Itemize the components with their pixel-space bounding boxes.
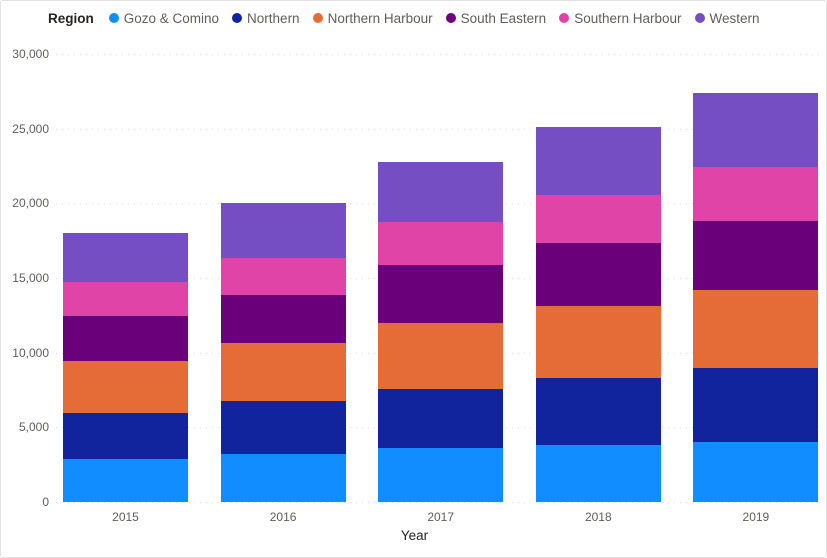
bar-segment-western-2017[interactable]: [378, 161, 504, 222]
legend-item-label: South Eastern: [460, 10, 547, 26]
bar-segment-northern-2017[interactable]: [378, 388, 504, 449]
bar-segment-south-eastern-2019[interactable]: [693, 220, 819, 290]
legend-item-label: Northern: [247, 10, 300, 26]
y-axis-tick-label: 15,000: [12, 271, 49, 285]
bar-segment-south-eastern-2015[interactable]: [63, 316, 188, 361]
x-axis-tick-label: 2018: [584, 510, 612, 524]
bar-segment-gozo-comino-2016[interactable]: [220, 454, 346, 502]
y-axis-tick-label: 5,000: [18, 420, 49, 435]
bar-segment-gozo-comino-2018[interactable]: [535, 444, 661, 502]
bar-segment-gozo-comino-2017[interactable]: [378, 448, 504, 502]
bar-segment-northern-2015[interactable]: [63, 413, 188, 460]
bar-2019: [693, 92, 819, 502]
legend-item-southern-harbour[interactable]: Southern Harbour: [559, 10, 682, 26]
legend-item-label: Southern Harbour: [574, 10, 682, 26]
bar-segment-northern-harbour-2017[interactable]: [378, 322, 504, 389]
bar-segment-southern-harbour-2017[interactable]: [378, 222, 504, 266]
bar-segment-western-2019[interactable]: [693, 92, 819, 167]
legend-dot-icon: [445, 13, 456, 23]
bar-segment-northern-2016[interactable]: [220, 401, 346, 455]
gridline: [56, 502, 820, 503]
legend-dot-icon: [312, 13, 323, 23]
y-axis-tick-label: 20,000: [12, 196, 49, 211]
x-axis-tick-label: 2017: [427, 510, 455, 524]
bar-segment-northern-2019[interactable]: [693, 368, 819, 442]
bar-segment-western-2018[interactable]: [535, 127, 661, 196]
legend-item-gozo-comino[interactable]: Gozo & Comino: [108, 10, 220, 26]
bar-segment-gozo-comino-2019[interactable]: [693, 441, 819, 502]
y-axis-tick-label: 0: [42, 495, 49, 509]
bar-segment-western-2015[interactable]: [63, 233, 188, 282]
bar-2017: [378, 161, 504, 502]
legend-dot-icon: [232, 13, 243, 23]
bar-segment-northern-harbour-2018[interactable]: [535, 306, 661, 379]
y-axis-tick-label: 30,000: [12, 47, 49, 61]
bar-2016: [220, 202, 346, 502]
bar-2018: [535, 127, 661, 502]
bar-segment-western-2016[interactable]: [220, 202, 346, 258]
y-axis-tick-label: 25,000: [12, 121, 49, 136]
legend-item-south-eastern[interactable]: South Eastern: [445, 10, 547, 26]
legend-dot-icon: [559, 13, 570, 23]
bar-segment-gozo-comino-2015[interactable]: [63, 459, 188, 502]
x-axis-title: Year: [400, 528, 429, 543]
x-axis-tick-label: 2019: [742, 510, 770, 524]
x-axis-tick-label: 2016: [269, 510, 297, 524]
y-axis-tick-label: 10,000: [12, 345, 49, 360]
legend-item-label: Gozo & Comino: [123, 10, 220, 26]
legend-item-label: Northern Harbour: [327, 10, 433, 26]
bar-segment-southern-harbour-2016[interactable]: [220, 257, 346, 296]
legend-title: Region: [48, 10, 94, 26]
bar-segment-southern-harbour-2019[interactable]: [693, 166, 819, 221]
bar-segment-southern-harbour-2015[interactable]: [63, 281, 188, 317]
legend-dot-icon: [108, 13, 119, 23]
legend-item-northern[interactable]: Northern: [232, 11, 300, 26]
legend-item-western[interactable]: Western: [694, 10, 760, 26]
legend: Region Gozo & Comino Northern Northern Har…: [48, 8, 773, 28]
bar-segment-northern-harbour-2019[interactable]: [693, 289, 819, 369]
bar-segment-south-eastern-2018[interactable]: [535, 242, 661, 307]
legend-item-label: Western: [709, 10, 760, 26]
bar-segment-northern-harbour-2015[interactable]: [63, 360, 188, 414]
gridline: [56, 54, 820, 55]
bar-segment-south-eastern-2016[interactable]: [220, 295, 346, 343]
bar-2015: [63, 233, 188, 502]
bar-segment-south-eastern-2017[interactable]: [378, 265, 504, 323]
bar-segment-northern-harbour-2016[interactable]: [220, 342, 346, 402]
legend-dot-icon: [694, 13, 705, 23]
bar-segment-southern-harbour-2018[interactable]: [535, 195, 661, 243]
x-axis-tick-label: 2015: [112, 510, 139, 524]
legend-item-northern-harbour[interactable]: Northern Harbour: [312, 10, 433, 26]
bar-segment-northern-2018[interactable]: [535, 378, 661, 445]
gridline: [56, 128, 820, 130]
legend-items: Gozo & Comino Northern Northern Harbour Sou…: [108, 10, 773, 26]
